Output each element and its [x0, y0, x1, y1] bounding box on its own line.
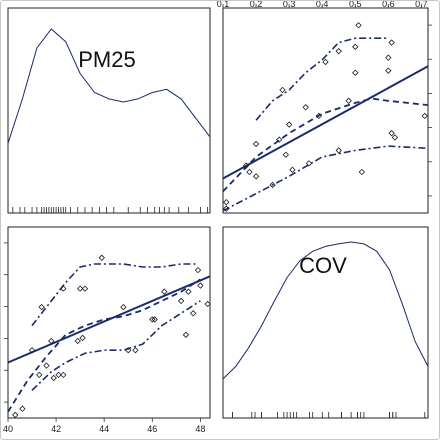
- x-tick-label-cov-vs-pm25-1: 0.2: [250, 1, 263, 9]
- data-point-cov-vs-pm25-19: [352, 43, 359, 51]
- density-curve-pm25: [7, 28, 211, 144]
- data-point-cov-vs-pm25-8: [279, 86, 286, 94]
- data-point-pm25-vs-cov-21: [161, 288, 168, 295]
- data-point-pm25-vs-cov-14: [81, 285, 89, 292]
- data-point-cov-vs-pm25-7: [276, 136, 283, 143]
- data-point-cov-vs-pm25-24: [385, 54, 392, 61]
- data-point-cov-vs-pm25-27: [391, 134, 399, 141]
- data-point-cov-vs-pm25-12: [302, 104, 309, 111]
- data-point-cov-vs-pm25-13: [305, 160, 313, 167]
- data-point-pm25-vs-cov-11: [74, 337, 81, 345]
- data-point-cov-vs-pm25-22: [358, 168, 366, 176]
- data-point-pm25-vs-cov-28: [204, 300, 211, 308]
- x-tick-label-pm25-vs-cov-4: 48: [195, 424, 205, 434]
- data-point-pm25-vs-cov-18: [132, 347, 139, 354]
- panel-border-bottom-right: [222, 226, 429, 419]
- data-point-cov-vs-pm25-9: [282, 151, 289, 158]
- data-point-cov-vs-pm25-21: [355, 22, 362, 29]
- data-point-pm25-vs-cov-16: [120, 303, 127, 311]
- data-point-cov-vs-pm25-2: [242, 162, 250, 169]
- data-point-cov-vs-pm25-10: [285, 121, 293, 128]
- x-tick-label-cov-vs-pm25-0: 0.1: [217, 1, 230, 9]
- x-tick-label-cov-vs-pm25-2: 0.3: [283, 1, 296, 9]
- data-point-pm25-vs-cov-23: [182, 331, 190, 338]
- data-point-pm25-vs-cov-4: [38, 303, 45, 311]
- data-point-cov-vs-pm25-25: [388, 39, 395, 46]
- x-tick-label-cov-vs-pm25-3: 0.4: [316, 1, 329, 9]
- data-point-pm25-vs-cov-7: [50, 374, 57, 382]
- data-point-cov-vs-pm25-0: [223, 199, 230, 206]
- x-tick-label-cov-vs-pm25-5: 0.6: [382, 1, 395, 9]
- data-point-cov-vs-pm25-17: [335, 147, 342, 154]
- spread-lower-cov-vs-pm25: [222, 145, 429, 212]
- panel-border-bottom-left: [7, 226, 211, 419]
- data-point-pm25-vs-cov-8: [55, 371, 62, 379]
- data-point-pm25-vs-cov-19: [149, 316, 156, 323]
- x-tick-label-pm25-vs-cov-0: 40: [3, 424, 13, 434]
- data-point-cov-vs-pm25-14: [315, 112, 323, 120]
- x-tick-label-cov-vs-pm25-6: 0.7: [415, 1, 428, 9]
- data-point-cov-vs-pm25-4: [252, 140, 260, 148]
- data-point-cov-vs-pm25-20: [352, 69, 359, 76]
- data-point-pm25-vs-cov-27: [197, 282, 204, 289]
- regression-line-cov-vs-pm25: [222, 65, 429, 180]
- x-tick-label-pm25-vs-cov-2: 44: [99, 424, 109, 434]
- data-point-pm25-vs-cov-13: [79, 334, 86, 342]
- data-point-pm25-vs-cov-6: [48, 337, 55, 345]
- data-point-pm25-vs-cov-22: [177, 297, 185, 305]
- data-point-pm25-vs-cov-3: [36, 371, 43, 379]
- x-tick-label-cov-vs-pm25-4: 0.5: [349, 1, 362, 9]
- smooth-line-cov-vs-pm25: [222, 97, 429, 193]
- x-tick-label-pm25-vs-cov-3: 46: [147, 424, 157, 434]
- data-point-pm25-vs-cov-24: [185, 288, 192, 295]
- data-point-pm25-vs-cov-20: [151, 316, 158, 323]
- data-point-cov-vs-pm25-16: [335, 47, 342, 55]
- data-point-cov-vs-pm25-6: [269, 181, 276, 189]
- spread-lower-pm25-vs-cov: [31, 300, 201, 391]
- data-point-cov-vs-pm25-15: [322, 58, 329, 66]
- data-point-cov-vs-pm25-1: [223, 205, 230, 212]
- panel-label-cov: COV: [299, 253, 347, 278]
- data-point-pm25-vs-cov-12: [76, 285, 84, 292]
- spread-upper-pm25-vs-cov: [31, 263, 196, 327]
- regression-line-pm25-vs-cov: [7, 275, 211, 364]
- data-point-pm25-vs-cov-9: [60, 285, 67, 292]
- panel-border-top-left: [7, 7, 211, 214]
- data-point-pm25-vs-cov-25: [190, 310, 197, 317]
- data-point-cov-vs-pm25-26: [388, 129, 395, 137]
- data-point-cov-vs-pm25-3: [246, 168, 253, 176]
- smooth-line-pm25-vs-cov: [7, 278, 201, 413]
- x-tick-label-pm25-vs-cov-1: 42: [51, 424, 61, 434]
- spread-upper-cov-vs-pm25: [255, 37, 389, 121]
- data-point-pm25-vs-cov-5: [43, 362, 50, 369]
- density-curve-cov: [222, 241, 429, 380]
- data-point-cov-vs-pm25-28: [421, 112, 428, 120]
- data-point-pm25-vs-cov-0: [12, 411, 19, 419]
- data-point-cov-vs-pm25-18: [345, 97, 352, 104]
- data-point-pm25-vs-cov-17: [125, 347, 132, 354]
- data-point-cov-vs-pm25-23: [385, 67, 392, 74]
- data-point-pm25-vs-cov-1: [19, 405, 26, 412]
- panel-border-top-right: [222, 7, 429, 214]
- data-point-pm25-vs-cov-2: [28, 347, 36, 354]
- data-point-pm25-vs-cov-15: [98, 254, 105, 261]
- data-point-pm25-vs-cov-26: [194, 266, 202, 274]
- data-point-pm25-vs-cov-10: [60, 371, 67, 379]
- data-point-cov-vs-pm25-5: [252, 173, 260, 180]
- panel-label-pm25: PM25: [78, 47, 135, 72]
- data-point-cov-vs-pm25-11: [289, 166, 296, 174]
